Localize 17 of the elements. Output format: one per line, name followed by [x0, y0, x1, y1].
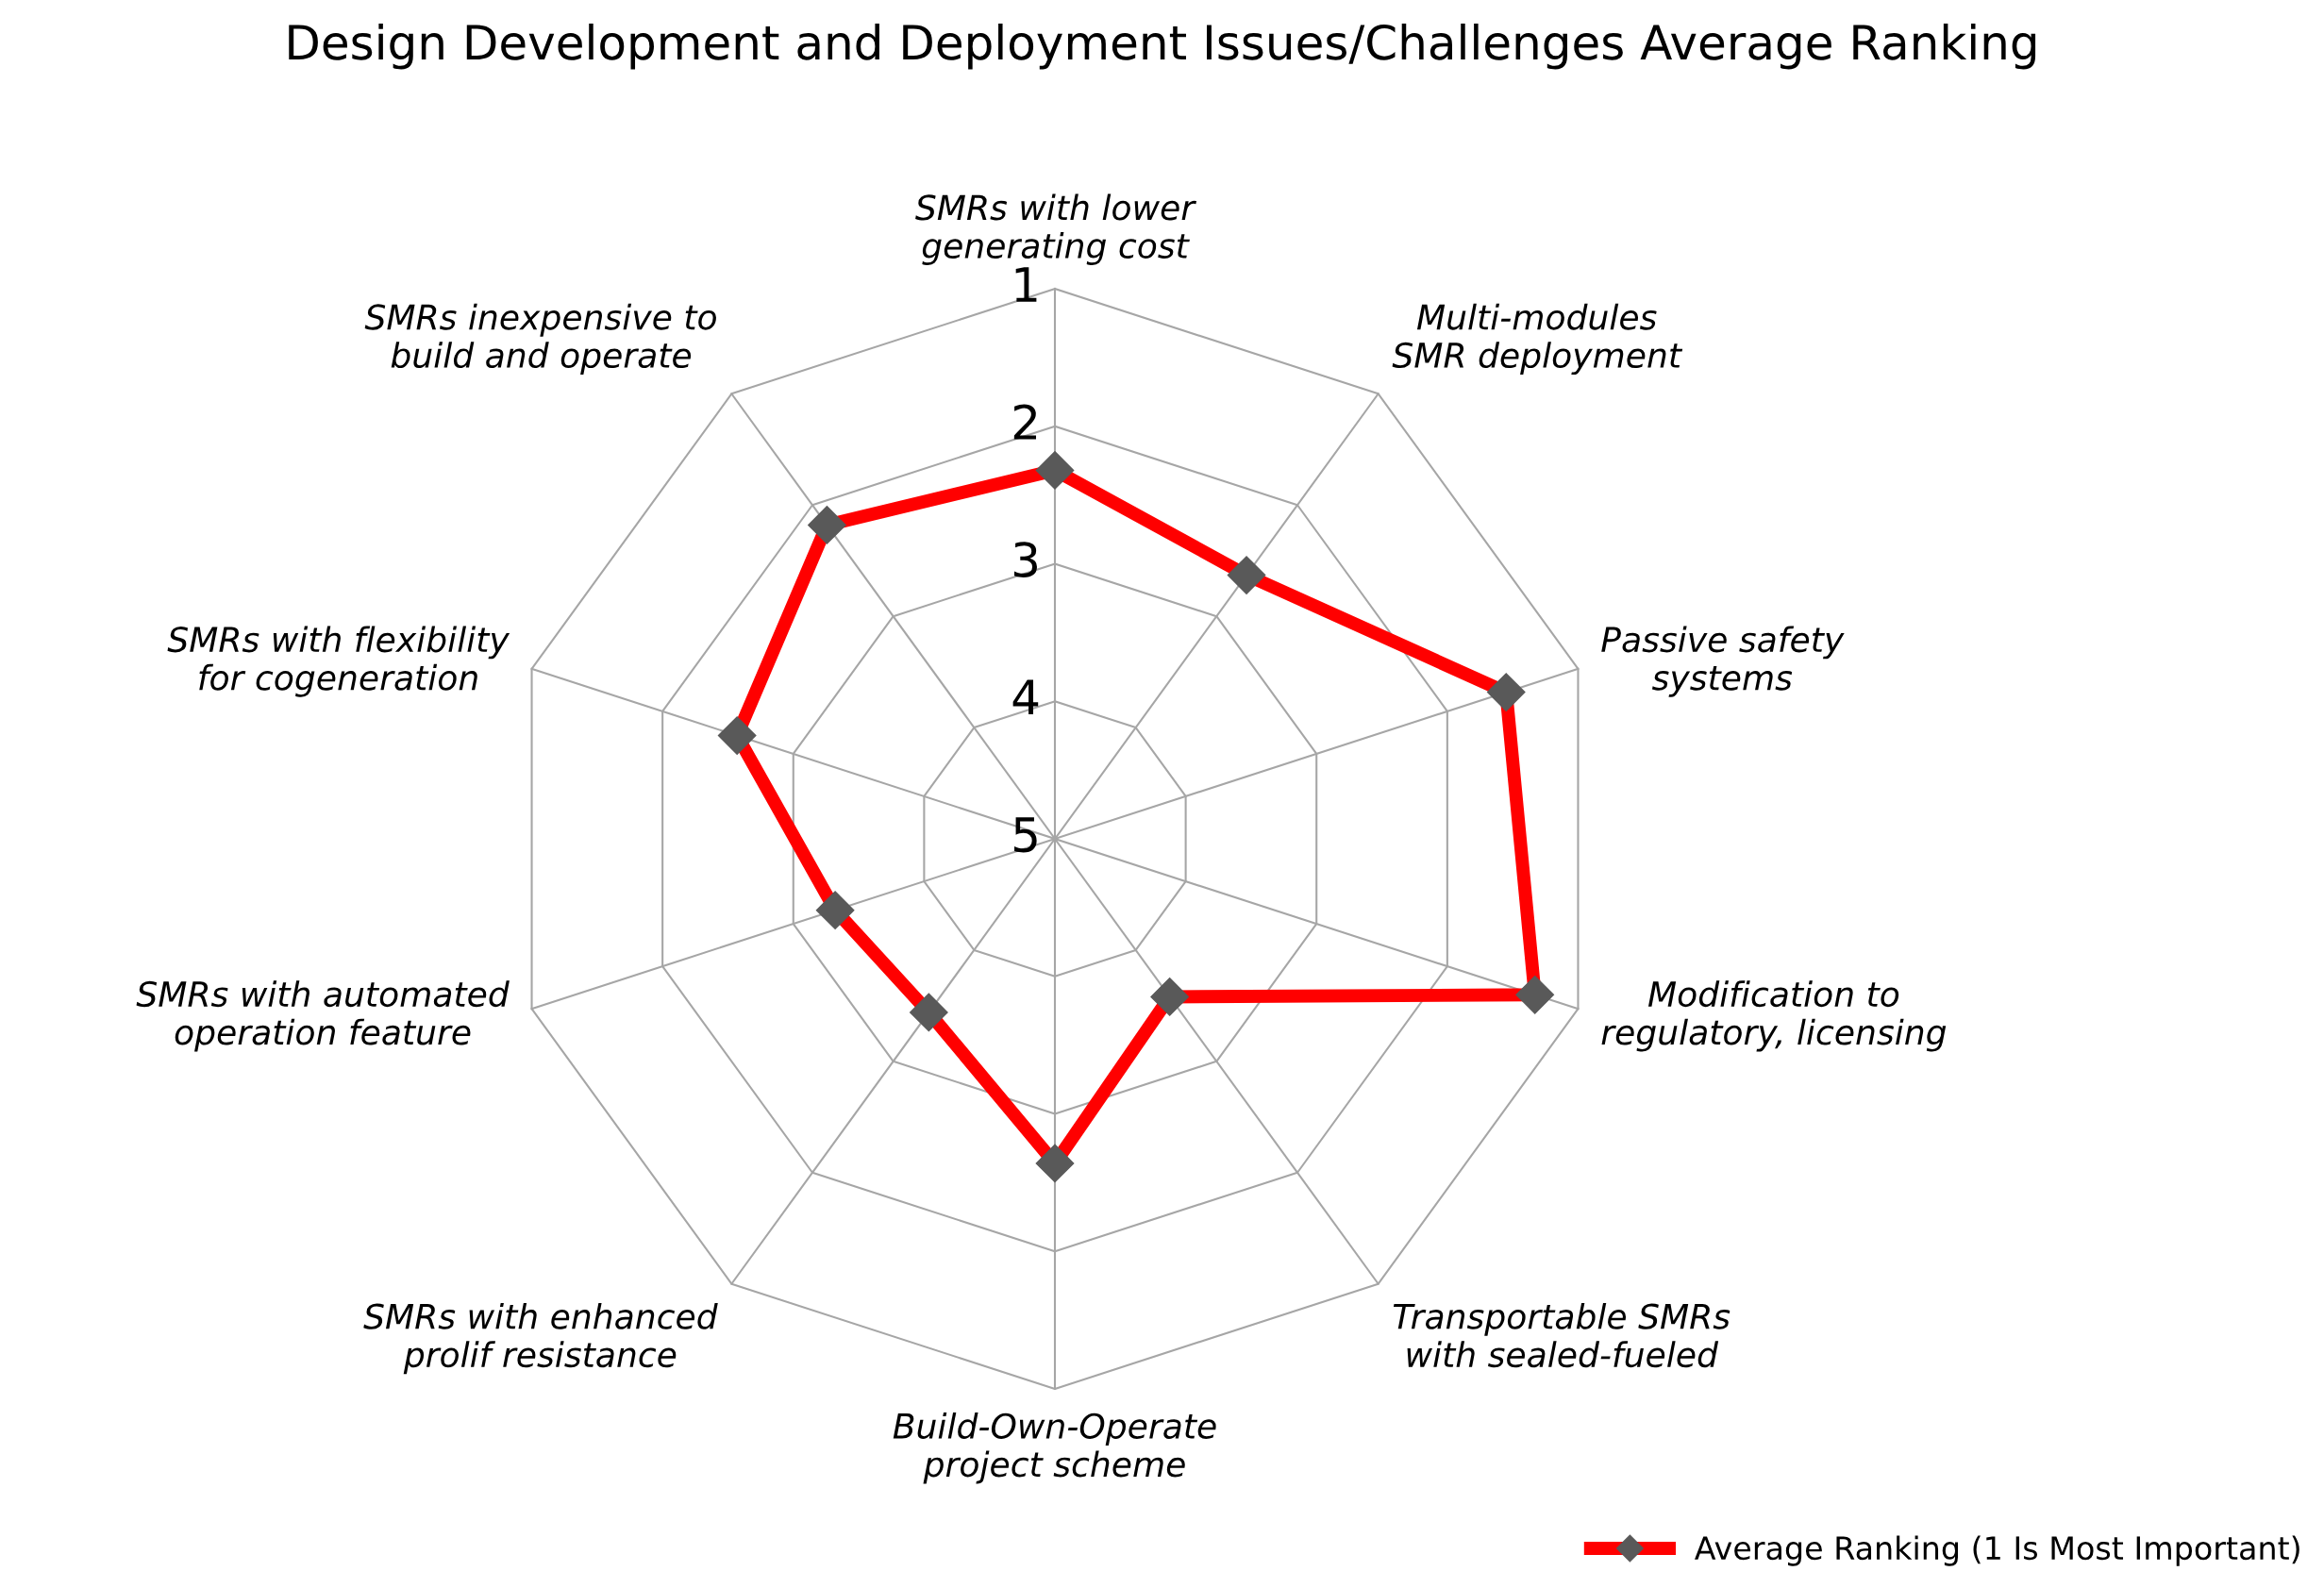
spoke-label: Build-Own-Operate project scheme: [893, 1412, 1216, 1484]
spoke-label: SMRs with automated operation feature: [136, 980, 510, 1052]
spoke-label: Modification to regulatory, licensing: [1601, 980, 1947, 1052]
legend-label: Average Ranking (1 Is Most Important): [1695, 1535, 2299, 1566]
spoke-label: SMRs with lower generating cost: [915, 193, 1197, 265]
spoke-label: Transportable SMRs with sealed-fueled: [1393, 1302, 1730, 1368]
y-tick-label: 1: [1015, 267, 1037, 302]
y-tick-label: 4: [1012, 679, 1039, 715]
spoke-label: SMRs with enhanced prolif resistance: [363, 1302, 718, 1375]
spoke-label: Passive safety systems: [1601, 626, 1845, 697]
chart-title: Design Development and Deployment Issues/Challenges Average Ranking: [289, 24, 2036, 70]
y-tick-label: 3: [1014, 542, 1037, 578]
y-tick-label: 5: [1014, 817, 1037, 853]
spoke-label: SMRs with flexibility for cogeneration: [167, 626, 510, 697]
y-tick-label: 2: [1013, 404, 1036, 440]
spoke-label: SMRs inexpensive to build and operate: [364, 303, 716, 376]
spoke-label: Multi-modules SMR deployment: [1392, 303, 1683, 376]
